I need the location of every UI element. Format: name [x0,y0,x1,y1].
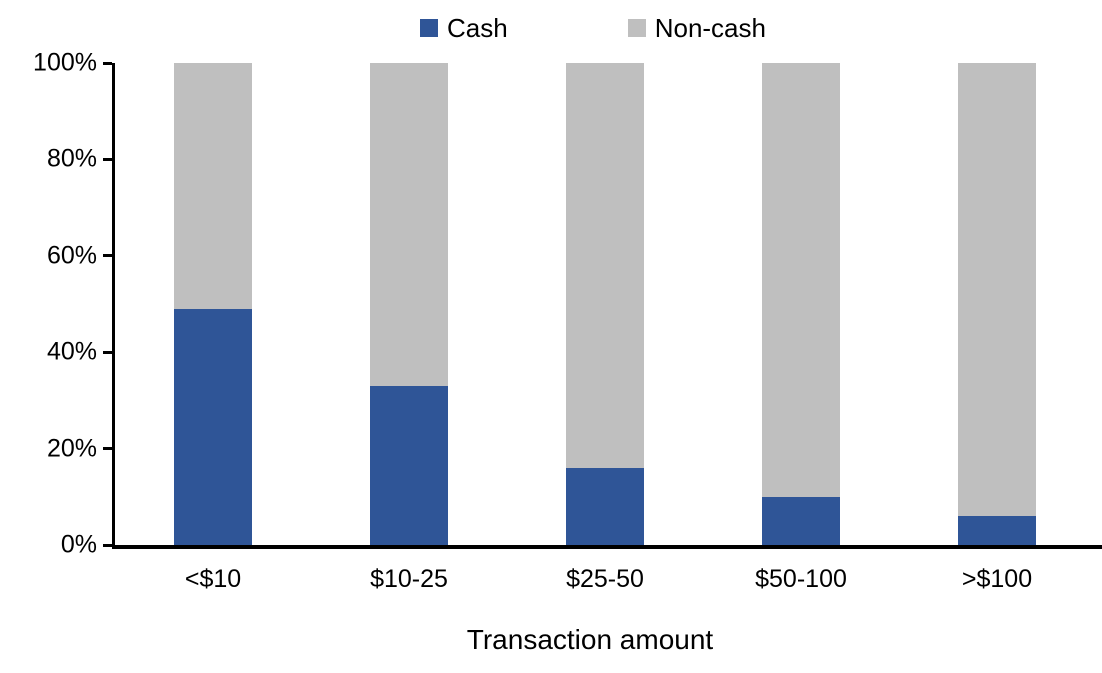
y-tick-label: 0% [60,530,97,559]
x-axis-title: Transaction amount [466,624,714,655]
noncash-legend-swatch [627,19,646,37]
bar-stack [174,63,252,545]
bar-segment-non-cash [174,63,252,309]
bar-stack [762,63,840,545]
y-tick-mark [103,157,112,161]
legend-item-noncash: Non-cash [627,13,766,43]
x-tick-label: <$10 [184,565,242,593]
y-tick-mark [103,350,112,354]
bar-segment-cash [762,496,840,545]
bar-segment-non-cash [370,63,448,386]
bar-segment-cash [174,308,252,545]
bar-slot [311,63,507,545]
y-tick-label: 60% [46,241,97,270]
bar-segment-cash [370,385,448,545]
cash-legend-swatch [420,19,438,37]
bar-segment-non-cash [762,63,840,497]
bar-segment-cash [958,516,1036,545]
chart-legend: Cash Non-cash [420,14,766,42]
bar-stack [958,63,1036,545]
y-tick-label: 20% [46,434,97,463]
noncash-legend-label: Non-cash [654,13,766,43]
bar-stack [370,63,448,545]
bar-slot [507,63,703,545]
y-axis-line [112,63,115,545]
x-axis-tick-labels: <$10 $10-25 $25-50 $50-100 >$100 [115,565,1095,594]
bar-slot [703,63,899,545]
y-tick-label: 80% [46,144,97,173]
bar-slot [899,63,1095,545]
plot-area: 0% 20% 40% 60% 80% 100% <$10 $10-25 $25-50 $50-1… [33,49,1095,593]
bars-row [115,63,1095,545]
y-tick-mark [103,543,112,547]
y-tick-label: 100% [33,48,97,77]
y-tick-mark [103,254,112,258]
bar-segment-cash [566,467,644,545]
x-tick-label: $10-25 [370,565,448,593]
x-tick-label: $25-50 [566,565,644,593]
x-tick-label: >$100 [961,565,1033,593]
y-tick-mark [103,61,112,65]
bar-segment-non-cash [958,63,1036,517]
bar-slot [115,63,311,545]
x-tick-label: $50-100 [755,565,847,593]
x-axis-line [112,545,1102,549]
cash-legend-label: Cash [447,13,508,43]
y-tick-mark [103,447,112,451]
bar-stack [566,63,644,545]
legend-item-cash: Cash [420,14,508,42]
bar-segment-non-cash [566,63,644,468]
y-tick-label: 40% [46,337,97,366]
